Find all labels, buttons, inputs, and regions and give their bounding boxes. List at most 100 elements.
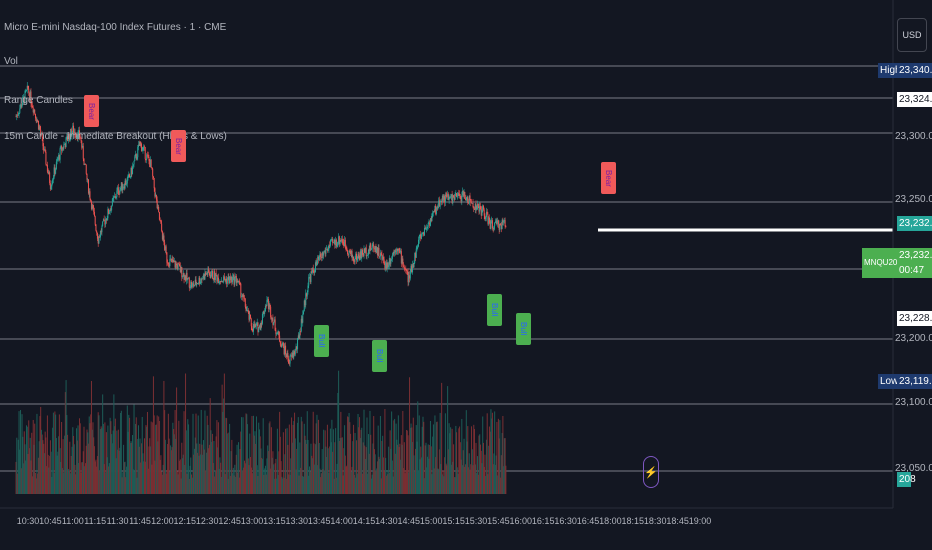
candle-body xyxy=(398,248,400,250)
candle-body xyxy=(462,190,464,196)
candle-body xyxy=(221,280,223,283)
candle-body xyxy=(292,352,294,358)
candle-body xyxy=(227,276,229,280)
volume-bar xyxy=(34,472,36,494)
candle-body xyxy=(122,187,124,191)
legend-range-candles[interactable]: Range Candles xyxy=(4,95,73,106)
legend-volume[interactable]: Vol xyxy=(4,56,18,67)
volume-bar xyxy=(398,447,400,494)
volume-bar xyxy=(17,473,19,494)
volume-bar xyxy=(461,418,463,494)
volume-bar xyxy=(195,413,197,494)
candle-body xyxy=(132,166,134,175)
candle-body xyxy=(258,325,260,328)
volume-bar xyxy=(217,422,219,494)
volume-bar xyxy=(223,398,225,494)
candle-body xyxy=(393,252,395,254)
candle-body xyxy=(249,314,251,320)
volume-bar xyxy=(232,473,234,494)
volume-bar xyxy=(443,476,445,494)
candle-body xyxy=(444,194,446,203)
volume-bar xyxy=(270,427,272,494)
candle-body xyxy=(241,296,243,297)
candle-body xyxy=(447,194,449,200)
candle-body xyxy=(321,252,323,258)
volume-bar xyxy=(182,454,184,494)
volume-bar xyxy=(321,449,323,494)
volume-bar xyxy=(23,463,25,494)
volume-bar xyxy=(217,447,219,494)
volume-bar xyxy=(306,443,308,494)
volume-bar xyxy=(350,433,352,494)
candle-body xyxy=(118,193,120,195)
candle-body xyxy=(215,273,217,276)
volume-bar xyxy=(46,466,48,494)
volume-bar xyxy=(146,411,148,494)
candle-body xyxy=(176,265,178,270)
volume-bar xyxy=(99,429,101,494)
volume-bar xyxy=(500,477,502,494)
volume-bar xyxy=(227,478,229,494)
symbol-title[interactable]: Micro E-mini Nasdaq-100 Index Futures · … xyxy=(4,22,227,33)
candle-body xyxy=(342,242,344,244)
candle-body xyxy=(467,197,469,203)
volume-bar xyxy=(167,413,169,494)
volume-bar xyxy=(358,427,360,494)
time-tick: 14:00 xyxy=(330,516,353,526)
candle-body xyxy=(353,256,355,262)
volume-bar xyxy=(428,458,430,494)
candle-body xyxy=(31,105,33,108)
volume-bar xyxy=(426,456,428,494)
legend-breakout-indicator[interactable]: 15m Candle - Immediate Breakout (Highs &… xyxy=(4,131,227,142)
volume-bar xyxy=(272,451,274,494)
volume-bar xyxy=(377,425,379,494)
volume-bar xyxy=(63,472,65,494)
candle-body xyxy=(451,194,453,204)
volume-bar xyxy=(58,436,60,494)
candle-body xyxy=(55,169,57,174)
lightning-icon[interactable]: ⚡ xyxy=(643,456,659,488)
candle-body xyxy=(196,283,198,285)
candle-body xyxy=(493,226,495,229)
candle-body xyxy=(243,294,245,299)
candle-body xyxy=(349,250,351,252)
candle-body xyxy=(473,206,475,209)
candle-body xyxy=(34,109,36,114)
volume-bar xyxy=(314,464,316,494)
candle-body xyxy=(190,282,192,288)
volume-bar xyxy=(387,474,389,494)
volume-bar xyxy=(31,432,33,494)
volume-bar xyxy=(36,413,38,494)
volume-bar xyxy=(468,467,470,494)
volume-bar xyxy=(28,448,30,494)
volume-bar xyxy=(374,454,376,494)
volume-bar xyxy=(359,437,361,494)
volume-bar xyxy=(237,472,239,494)
volume-bar xyxy=(500,455,502,494)
candle-body xyxy=(486,211,488,215)
volume-bar xyxy=(71,446,73,494)
volume-bar xyxy=(469,469,471,494)
volume-bar xyxy=(419,459,421,494)
candle-body xyxy=(102,221,104,227)
candle-body xyxy=(304,300,306,306)
volume-bar xyxy=(168,438,170,494)
candle-body xyxy=(114,196,116,198)
volume-bar xyxy=(46,415,48,494)
candle-body xyxy=(164,246,166,251)
volume-bar xyxy=(62,439,64,494)
candle-body xyxy=(170,258,172,260)
candle-body xyxy=(102,219,104,222)
candle-body xyxy=(464,191,466,199)
candle-body xyxy=(438,200,440,208)
volume-bar xyxy=(488,445,490,494)
volume-bar xyxy=(344,455,346,494)
candle-body xyxy=(357,254,359,259)
candle-body xyxy=(279,335,281,342)
candle-body xyxy=(232,274,234,278)
candle-body xyxy=(500,223,502,226)
volume-bar xyxy=(317,419,319,494)
currency-button[interactable]: USD xyxy=(897,18,927,52)
candle-body xyxy=(81,140,83,148)
